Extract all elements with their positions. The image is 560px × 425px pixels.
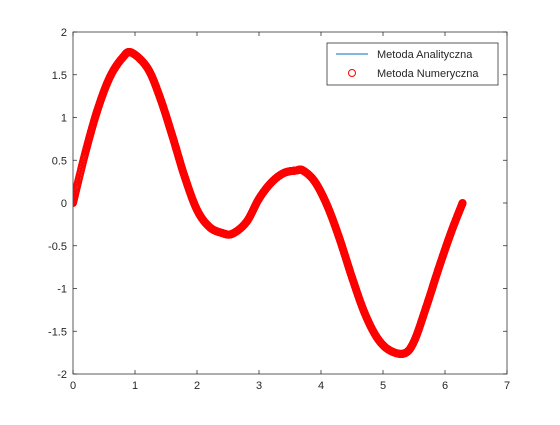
x-tick-label: 4 <box>318 380 324 392</box>
y-tick-label: 1.5 <box>52 70 67 82</box>
y-tick-label: 1 <box>61 113 67 125</box>
legend-entry-label: Metoda Numeryczna <box>377 68 479 80</box>
legend-entry-label: Metoda Analityczna <box>377 49 473 61</box>
legend: Metoda Analityczna Metoda Numeryczna <box>326 42 499 86</box>
y-tick-label: 0.5 <box>52 155 67 167</box>
axes: 0 1 2 3 4 5 6 7 -2 -1.5 -1 -0.5 0 0.5 1 1.5 2 <box>48 27 510 392</box>
y-tick-label: -0.5 <box>48 241 67 253</box>
x-tick-label: 1 <box>132 380 138 392</box>
series-analytic <box>73 51 464 355</box>
y-tick-label: 2 <box>61 27 67 39</box>
x-tick-label: 7 <box>504 380 510 392</box>
series-group <box>73 48 467 358</box>
series-numeric <box>73 48 467 358</box>
legend-marker-swatch <box>348 69 356 77</box>
y-tick-label: -1.5 <box>48 326 67 338</box>
y-tick-label: 0 <box>61 198 67 210</box>
series-line <box>73 51 464 355</box>
x-tick-label: 5 <box>380 380 386 392</box>
legend-box <box>326 42 499 86</box>
x-tick-label: 6 <box>442 380 448 392</box>
x-tick-label: 0 <box>70 380 76 392</box>
x-tick-label: 3 <box>256 380 262 392</box>
x-tick-label: 2 <box>194 380 200 392</box>
y-tick-label: -2 <box>57 369 67 381</box>
y-tick-label: -1 <box>57 284 67 296</box>
data-point-marker <box>458 199 467 207</box>
